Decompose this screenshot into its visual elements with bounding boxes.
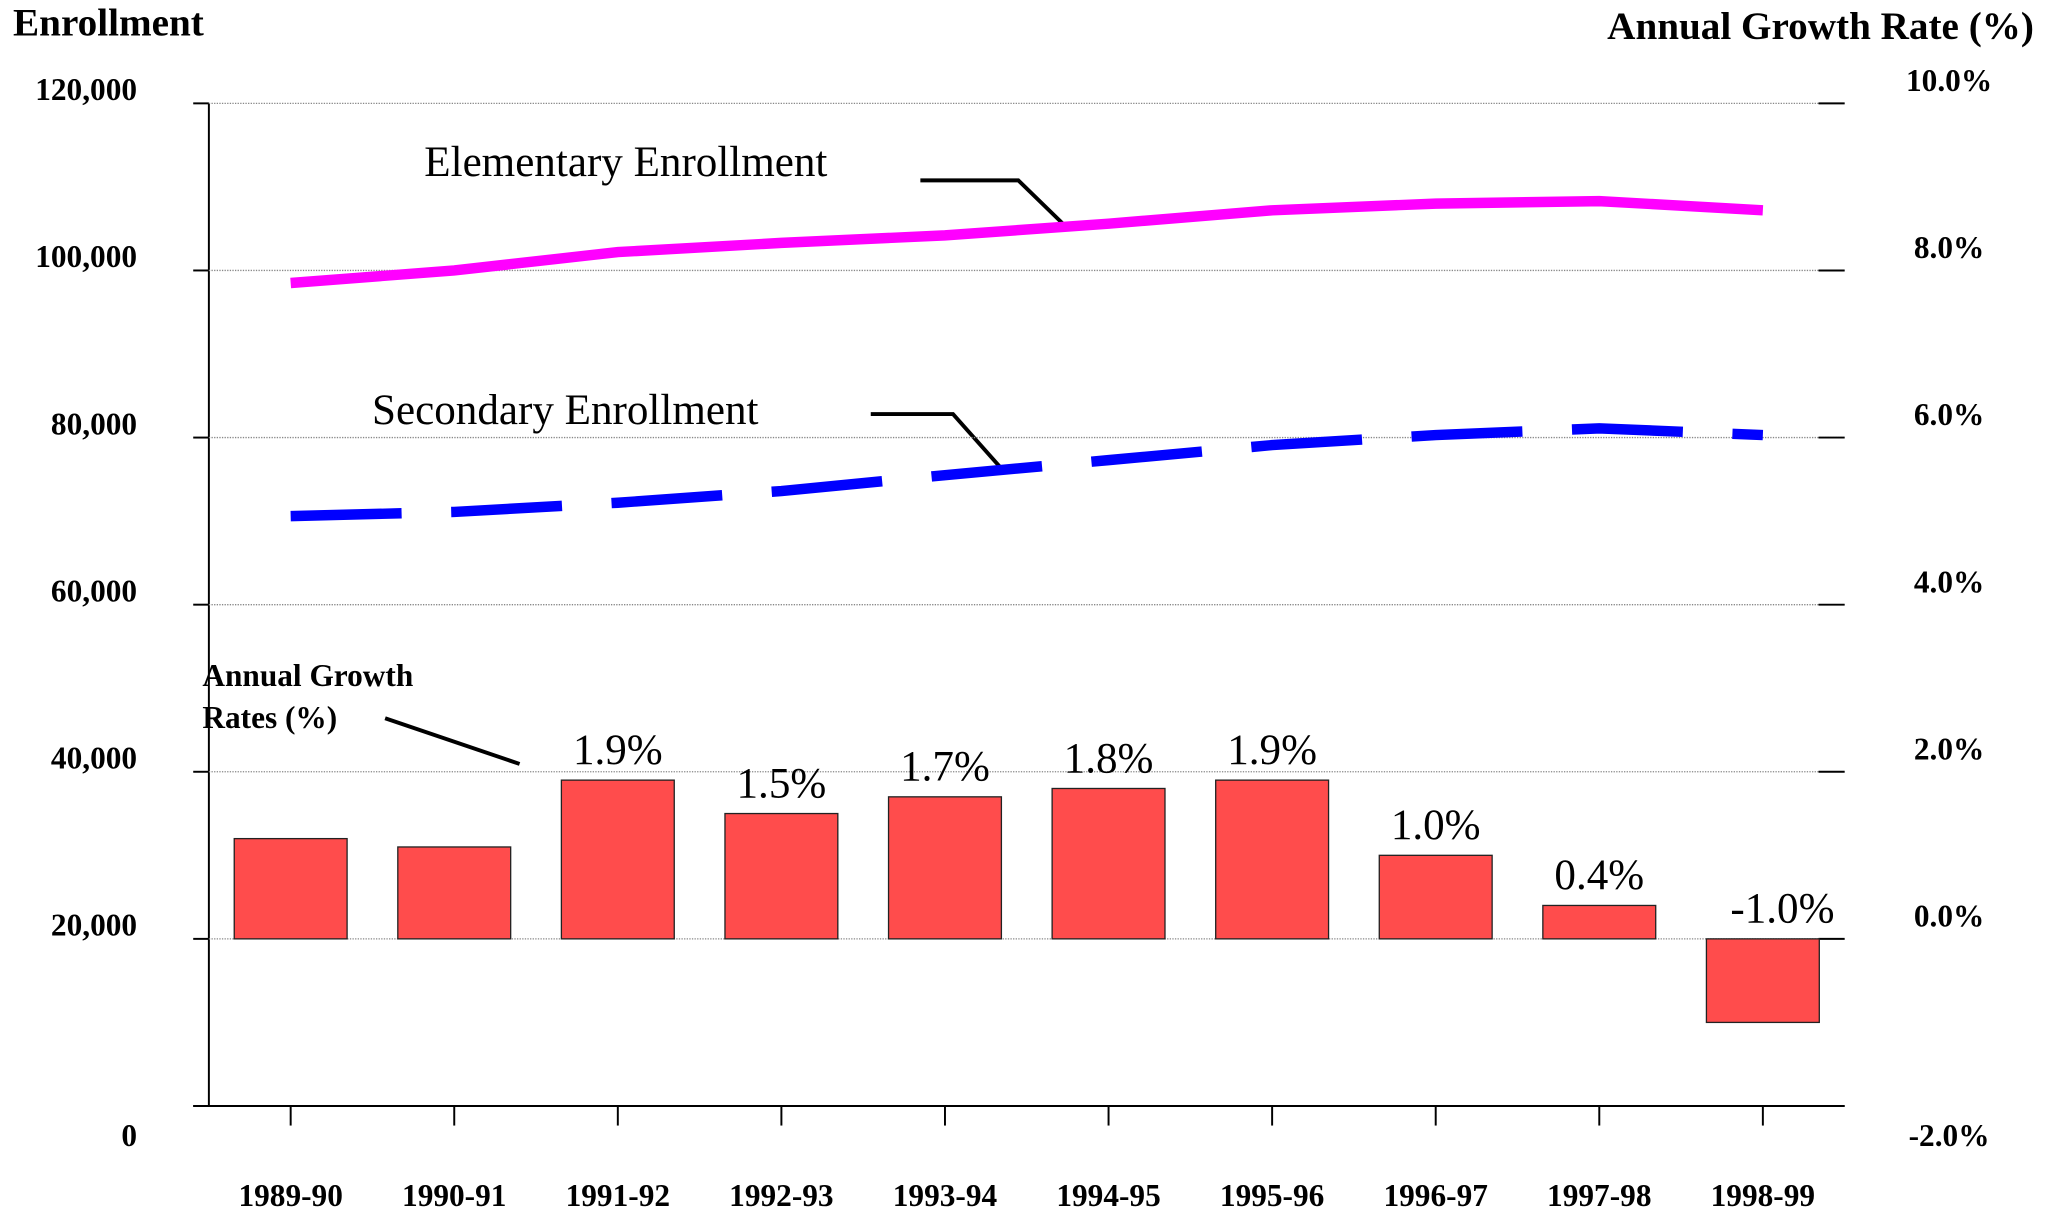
x-tick-label: 1992-93: [729, 1178, 833, 1213]
data-label: 0.4%: [1554, 852, 1644, 899]
series-annotation: Secondary Enrollment: [372, 387, 758, 434]
x-tick-label: 1998-99: [1711, 1178, 1815, 1213]
leader-line: [870, 412, 1007, 475]
y-axis-label: Enrollment: [13, 1, 204, 44]
x-tick-label: 1996-97: [1383, 1178, 1487, 1213]
data-label: 1.5%: [737, 760, 827, 807]
bar: [233, 837, 348, 940]
series-annotation: Annual Growth Rates (%): [202, 658, 413, 735]
y2-tick-label: 4.0%: [1914, 564, 1985, 599]
data-label: 1.9%: [573, 727, 663, 774]
y2-tick-label: 10.0%: [1906, 63, 1992, 98]
bar: [887, 796, 1003, 940]
x-tick-label: 1995-96: [1220, 1178, 1324, 1213]
bar: [1051, 787, 1166, 940]
y-tick-label: 120,000: [35, 72, 137, 107]
y-tick-label: 100,000: [35, 239, 137, 274]
y2-tick-label: -2.0%: [1909, 1118, 1990, 1153]
x-tick-label: 1994-95: [1056, 1178, 1160, 1213]
x-tick-label: 1997-98: [1547, 1178, 1651, 1213]
y-tick-label: 0: [121, 1118, 137, 1153]
line-series: [290, 423, 1764, 522]
y-tick-label: 80,000: [51, 406, 137, 441]
bar: [560, 779, 675, 940]
bar: [397, 846, 512, 940]
bar: [1378, 854, 1493, 940]
series-annotation: Elementary Enrollment: [424, 139, 827, 186]
x-tick-label: 1989-90: [238, 1178, 342, 1213]
bar: [1542, 904, 1657, 940]
y2-tick-label: 6.0%: [1914, 397, 1985, 432]
bar: [1215, 779, 1330, 940]
x-tick-label: 1991-92: [566, 1178, 670, 1213]
line-series: [290, 195, 1764, 289]
leader-line: [384, 716, 521, 766]
y-tick-label: 40,000: [51, 741, 137, 776]
data-label: 1.0%: [1391, 802, 1481, 849]
y2-tick-label: 0.0%: [1914, 898, 1985, 933]
data-label: 1.8%: [1064, 735, 1154, 782]
bar: [1705, 938, 1820, 1024]
y2-tick-label: 2.0%: [1914, 731, 1985, 766]
x-tick-label: 1990-91: [402, 1178, 506, 1213]
data-label: 1.9%: [1227, 727, 1317, 774]
bar: [724, 812, 839, 940]
y-tick-label: 20,000: [51, 908, 137, 943]
y2-axis-label: Annual Growth Rate (%): [1607, 5, 2034, 48]
leader-line: [920, 178, 1066, 227]
x-tick-label: 1993-94: [893, 1178, 998, 1213]
data-label: -1.0%: [1730, 886, 1834, 933]
y-tick-label: 60,000: [51, 573, 137, 608]
y2-tick-label: 8.0%: [1914, 230, 1985, 265]
data-label: 1.7%: [900, 744, 990, 791]
